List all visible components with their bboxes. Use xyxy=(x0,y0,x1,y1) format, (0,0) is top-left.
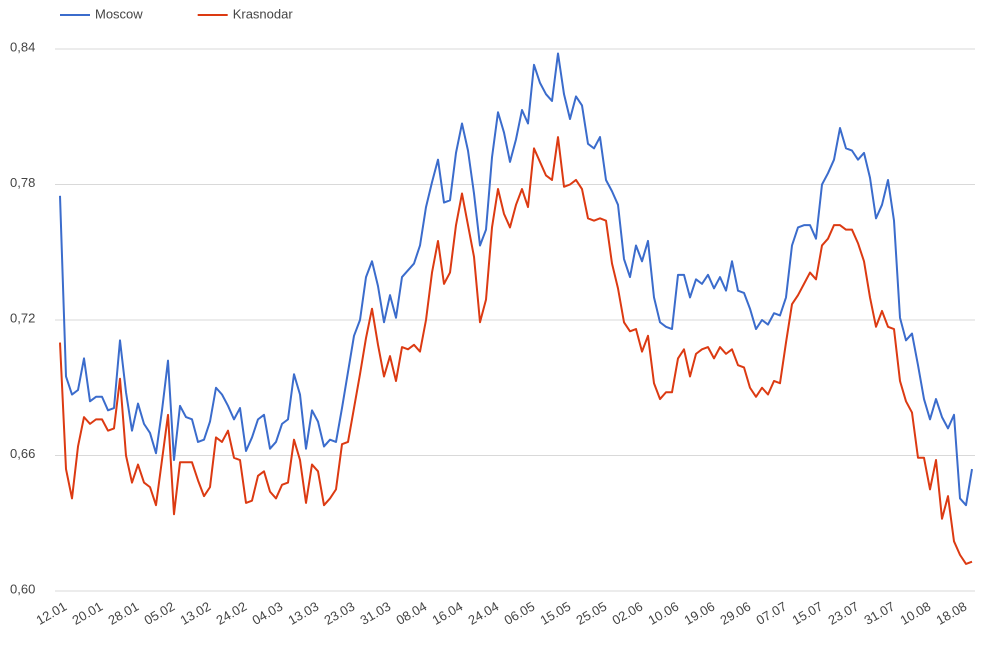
x-tick-label: 02.06 xyxy=(610,599,646,628)
x-tick-label: 29.06 xyxy=(718,599,754,628)
x-tick-label: 08.04 xyxy=(394,599,430,628)
x-tick-label: 19.06 xyxy=(682,599,718,628)
series-line xyxy=(59,52,973,507)
x-tick-label: 23.03 xyxy=(322,599,358,628)
x-tick-label: 10.06 xyxy=(646,599,682,628)
x-tick-label: 24.02 xyxy=(214,599,250,628)
x-tick-label: 13.03 xyxy=(286,599,322,628)
x-tick-label: 31.03 xyxy=(358,599,394,628)
y-tick-label: 0,60 xyxy=(10,581,35,596)
series-line xyxy=(59,136,973,565)
x-tick-label: 25.05 xyxy=(574,599,610,628)
y-tick-label: 0,84 xyxy=(10,39,35,54)
x-tick-label: 18.08 xyxy=(934,599,970,628)
y-tick-label: 0,66 xyxy=(10,446,35,461)
x-tick-label: 12.01 xyxy=(34,599,70,628)
x-tick-label: 28.01 xyxy=(106,599,142,628)
x-tick-label: 23.07 xyxy=(826,599,862,628)
legend-label: Krasnodar xyxy=(233,6,294,21)
x-tick-label: 15.07 xyxy=(790,599,826,628)
x-tick-label: 06.05 xyxy=(502,599,538,628)
x-tick-label: 04.03 xyxy=(250,599,286,628)
x-tick-label: 20.01 xyxy=(70,599,106,628)
x-tick-label: 07.07 xyxy=(754,599,790,628)
x-tick-label: 31.07 xyxy=(862,599,898,628)
x-tick-label: 16.04 xyxy=(430,599,466,628)
y-tick-label: 0,78 xyxy=(10,175,35,190)
x-tick-label: 13.02 xyxy=(178,599,214,628)
x-tick-label: 10.08 xyxy=(898,599,934,628)
x-tick-label: 05.02 xyxy=(142,599,178,628)
x-tick-label: 15.05 xyxy=(538,599,574,628)
x-tick-label: 24.04 xyxy=(466,599,502,628)
legend-label: Moscow xyxy=(95,6,143,21)
y-tick-label: 0,72 xyxy=(10,310,35,325)
